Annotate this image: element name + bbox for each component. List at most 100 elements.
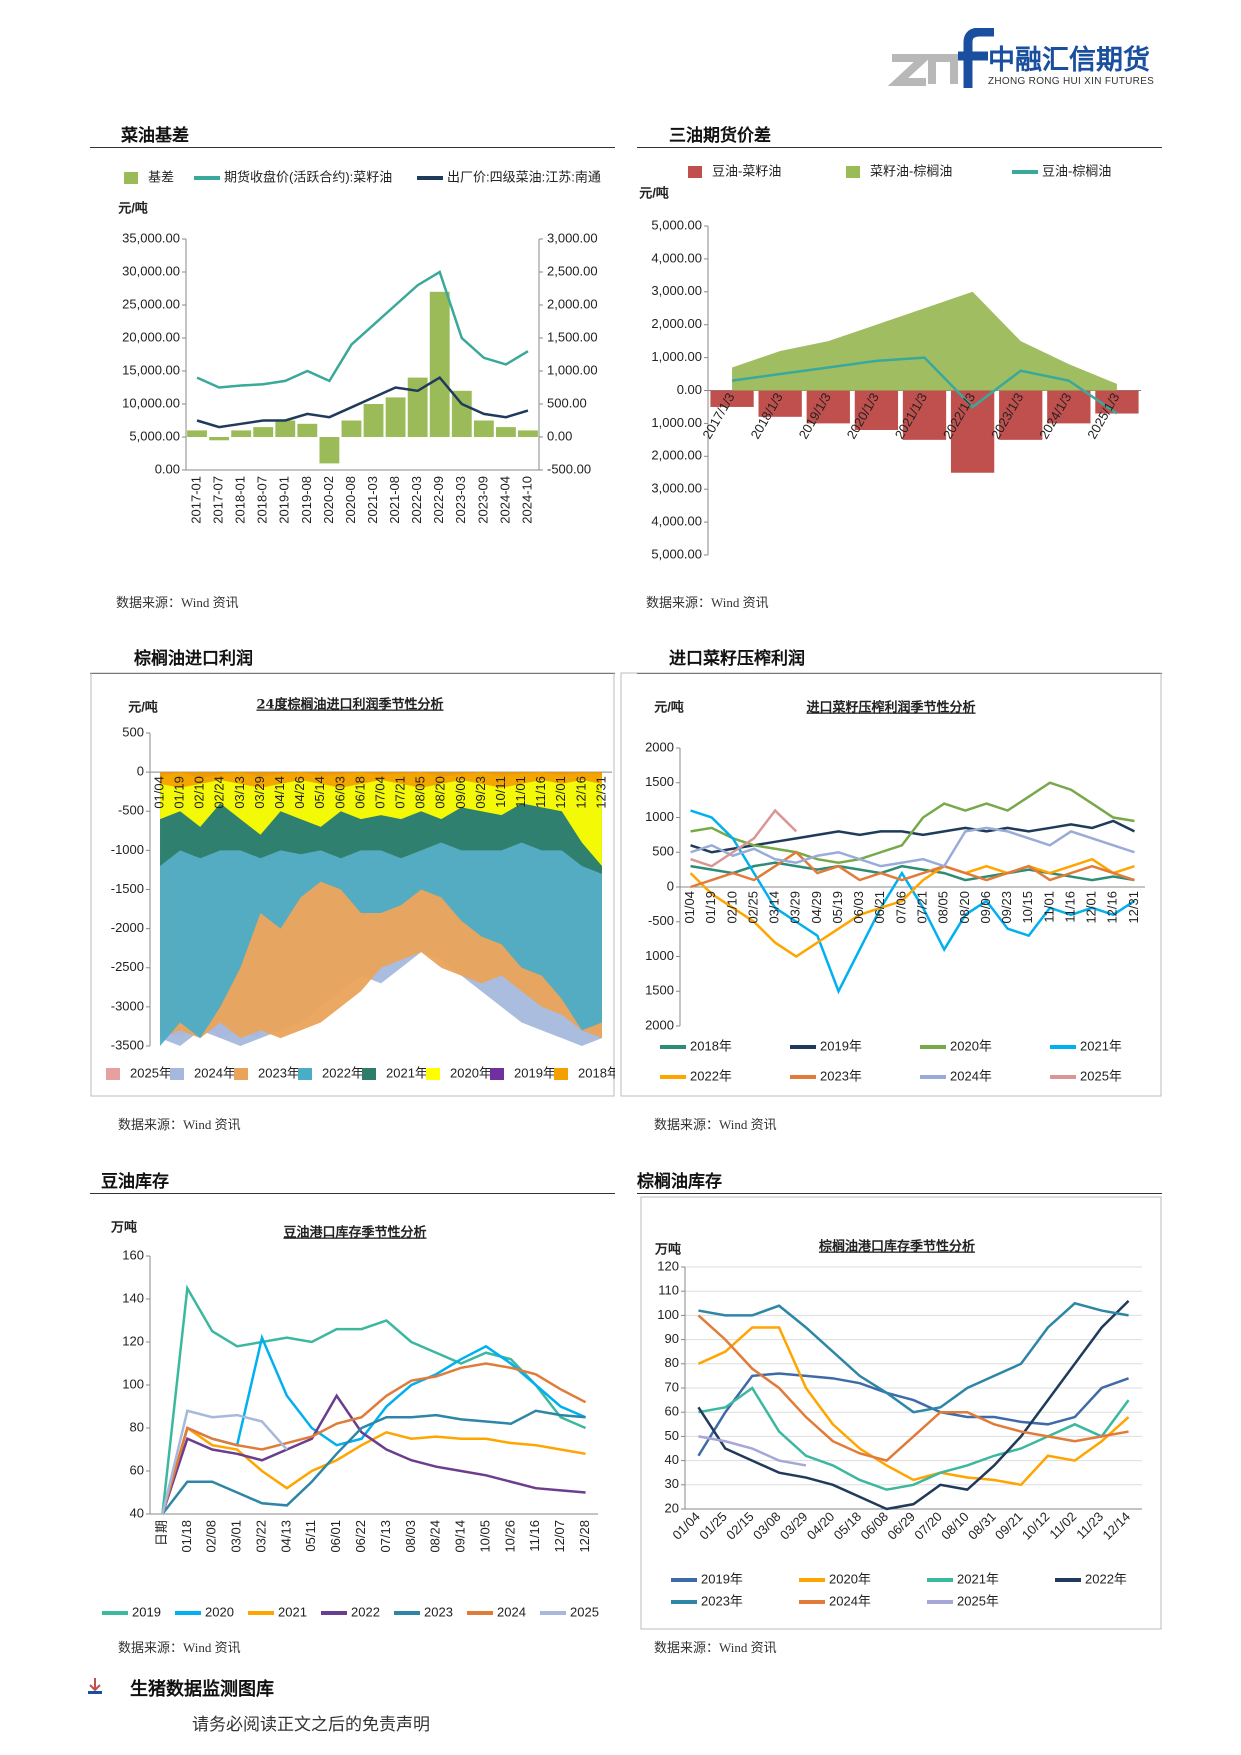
legend-label: 2024 — [497, 1604, 526, 1619]
y-tick-label: 5,000.00 — [651, 217, 702, 232]
y-tick-label: -2500 — [111, 959, 144, 974]
y-tick-label: 140 — [122, 1290, 144, 1305]
legend-swatch — [170, 1068, 184, 1080]
y-tick-label: 2,000.00 — [651, 316, 702, 331]
y-tick-label: 90 — [665, 1331, 679, 1346]
y-tick-label: 3,000.00 — [651, 481, 702, 496]
x-tick-label: 09/23 — [999, 891, 1014, 924]
y-tick-label: 500.00 — [547, 395, 587, 410]
x-tick-label: 2017-07 — [211, 476, 226, 524]
x-tick-label: 01/19 — [703, 891, 718, 924]
y-tick-label: 0 — [137, 764, 144, 779]
legend-label: 2020年 — [950, 1038, 992, 1053]
x-tick-label: 2020-02 — [321, 476, 336, 524]
x-tick-label: 12/01 — [1084, 891, 1099, 924]
line — [690, 819, 1135, 854]
x-tick-label: 11/01 — [513, 776, 528, 808]
x-tick-label: 2024-10 — [519, 476, 534, 524]
legend-label: 2024年 — [829, 1593, 871, 1608]
x-tick-label: 08/10 — [938, 1509, 972, 1543]
x-tick-label: 09/21 — [992, 1509, 1026, 1543]
bar — [407, 377, 428, 437]
legend-label: 2019年 — [514, 1065, 556, 1080]
x-tick-label: 03/22 — [253, 1520, 268, 1553]
line — [196, 375, 529, 429]
logo-cn: 中融汇信期货 — [988, 45, 1150, 75]
chart-frame — [620, 672, 1162, 1097]
line — [690, 850, 1135, 889]
bar — [231, 430, 252, 437]
x-tick-label: 09/06 — [453, 776, 468, 809]
x-tick-label: 03/29 — [777, 1509, 811, 1543]
section-heading: 棕榈油库存 — [637, 1172, 722, 1191]
y-tick-label: 100 — [122, 1376, 144, 1391]
x-tick-label: 12/16 — [573, 776, 588, 809]
legend-label: 2025年 — [130, 1065, 172, 1080]
source-note: 数据来源：Wind 资讯 — [116, 595, 239, 610]
y-tick-label: 2,500.00 — [547, 263, 598, 278]
legend-label: 2023年 — [258, 1065, 300, 1080]
section-heading: 棕榈油进口利润 — [134, 649, 253, 668]
area — [732, 291, 1117, 391]
x-tick-label: 12/31 — [1126, 891, 1141, 924]
y-tick-label: 30 — [665, 1476, 679, 1491]
y-tick-label: 15,000.00 — [122, 362, 180, 377]
legend-label: 出厂价:四级菜油:江苏:南通 — [447, 169, 601, 184]
x-tick-label: 06/08 — [858, 1509, 892, 1543]
legend-label: 2022年 — [322, 1065, 364, 1080]
logo-n — [928, 54, 958, 84]
x-tick-label: 10/11 — [493, 776, 508, 808]
x-tick-label: 02/10 — [192, 776, 207, 809]
y-tick-label: 0.00 — [677, 382, 702, 397]
heading-rule — [90, 147, 615, 148]
legend-label: 2024年 — [950, 1068, 992, 1083]
chart-title: 24度棕榈油进口利润季节性分析 — [256, 697, 443, 713]
x-tick-label: 11/01 — [1041, 891, 1056, 923]
y-tick-label: 30,000.00 — [122, 263, 180, 278]
x-tick-label: 10/26 — [502, 1520, 517, 1553]
x-tick-label: 04/29 — [809, 891, 824, 924]
line — [161, 1362, 587, 1515]
x-tick-label: 06/03 — [332, 776, 347, 809]
line — [698, 1435, 807, 1467]
x-tick-label: 11/16 — [533, 776, 548, 808]
line — [731, 356, 1118, 415]
section-heading: 菜油基差 — [121, 126, 189, 145]
x-tick-label: 日期 — [154, 1520, 169, 1546]
x-tick-label: 08/05 — [936, 891, 951, 924]
legend-swatch — [426, 1068, 440, 1080]
line — [161, 1393, 586, 1515]
y-tick-label: 0.00 — [155, 461, 180, 476]
y-tick-label: 25,000.00 — [122, 296, 180, 311]
x-tick-label: 2023-03 — [453, 476, 468, 524]
bar — [341, 420, 362, 437]
y-tick-label: 35,000.00 — [122, 230, 180, 245]
legend-label: 基差 — [148, 169, 174, 184]
x-tick-label: 03/13 — [232, 776, 247, 809]
y-tick-label: -3500 — [111, 1037, 144, 1052]
x-tick-label: 2024-04 — [497, 476, 512, 524]
chart: 40 60 80 100 120 140 160 日期 01/18 02/08 03/01 03/22… — [102, 1219, 599, 1619]
x-tick-label: 01/04 — [151, 776, 166, 809]
x-tick-label: 08/24 — [428, 1520, 443, 1553]
y-tick-label: -2000 — [111, 920, 144, 935]
bar — [999, 390, 1043, 440]
legend-label: 2022年 — [690, 1068, 732, 1083]
x-tick-label: 2022-09 — [431, 476, 446, 524]
x-tick-label: 2020-08 — [343, 476, 358, 524]
x-tick-label: 02/24 — [212, 776, 227, 809]
y-tick-label: 10,000.00 — [122, 395, 180, 410]
logo-f — [958, 28, 994, 88]
x-tick-label: 11/02 — [1046, 1509, 1079, 1542]
x-tick-label: 2023-09 — [475, 476, 490, 524]
x-tick-label: 06/29 — [884, 1509, 918, 1543]
x-tick-label: 05/11 — [303, 1520, 318, 1552]
line — [690, 808, 798, 868]
x-tick-label: 2019-08 — [299, 476, 314, 524]
y-tick-label: 0.00 — [547, 428, 572, 443]
line — [697, 1299, 1130, 1511]
y-tick-label: 20,000.00 — [122, 329, 180, 344]
chart-title: 进口菜籽压榨利润季节性分析 — [806, 700, 975, 716]
source-note: 数据来源：Wind 资讯 — [118, 1117, 241, 1132]
legend-label: 2022 — [351, 1604, 380, 1619]
